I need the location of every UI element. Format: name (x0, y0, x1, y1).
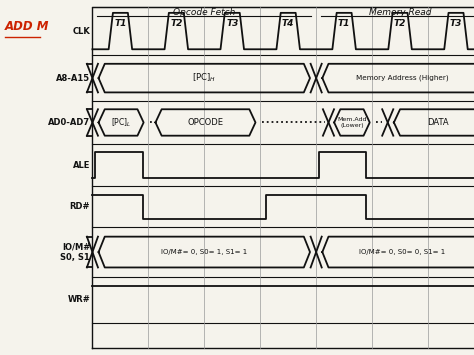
Text: CLK: CLK (73, 27, 90, 36)
Text: IO/M#
S0, S1: IO/M# S0, S1 (60, 242, 90, 262)
Text: T3: T3 (226, 18, 238, 28)
Text: [PC]$_L$: [PC]$_L$ (111, 116, 131, 129)
Text: ADD M: ADD M (5, 20, 49, 33)
Text: T2: T2 (394, 18, 406, 28)
Text: Memory Address (Higher): Memory Address (Higher) (356, 75, 448, 81)
Text: AD0-AD7: AD0-AD7 (48, 118, 90, 127)
Text: IO/M#= 0, S0= 1, S1= 1: IO/M#= 0, S0= 1, S1= 1 (161, 249, 247, 255)
Text: T1: T1 (114, 18, 127, 28)
Text: WR#: WR# (67, 295, 90, 305)
Text: Opcode Fetch: Opcode Fetch (173, 8, 236, 17)
Text: T2: T2 (170, 18, 182, 28)
Text: Mem.Add
(Lower): Mem.Add (Lower) (337, 117, 367, 128)
Text: T4: T4 (282, 18, 294, 28)
Text: [PC]$_H$: [PC]$_H$ (192, 72, 216, 84)
Text: T1: T1 (338, 18, 350, 28)
Text: OPCODE: OPCODE (188, 118, 223, 127)
Text: T3: T3 (450, 18, 462, 28)
Text: Memory Read: Memory Read (369, 8, 431, 17)
Text: A8-A15: A8-A15 (56, 73, 90, 83)
Text: RD#: RD# (70, 202, 90, 211)
Text: IO/M#= 0, S0= 0, S1= 1: IO/M#= 0, S0= 0, S1= 1 (359, 249, 445, 255)
Text: ALE: ALE (73, 160, 90, 170)
Text: DATA: DATA (427, 118, 448, 127)
